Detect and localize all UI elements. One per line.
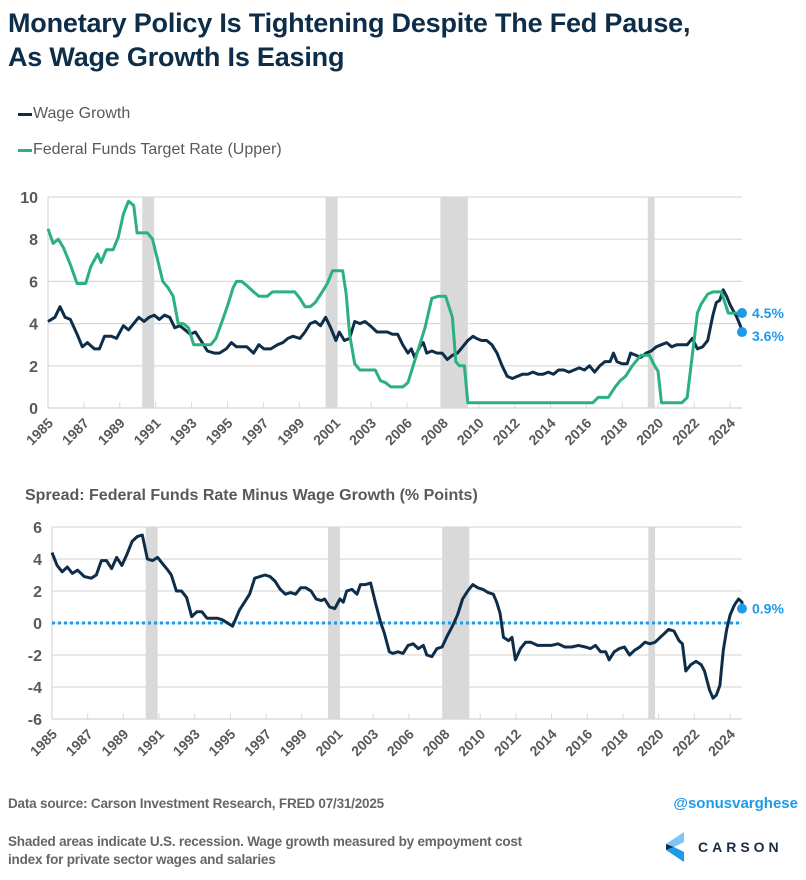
x-tick-label: 2003 [346,415,379,448]
x-tick-label: 1989 [98,726,131,759]
end-point-marker [737,603,747,614]
x-tick-label: 2022 [669,726,702,759]
end-value-label: 3.6% [752,328,784,344]
x-tick-label: 1995 [205,726,238,759]
x-tick-label: 1987 [62,726,95,759]
legend-swatch-wage-growth [18,112,32,116]
x-tick-label: 2008 [419,726,452,759]
x-tick-label: 1991 [134,726,167,759]
end-point-marker [737,327,747,338]
author-handle[interactable]: @sonusvarghese [673,795,798,812]
recession-band [142,197,155,408]
x-tick-label: 1989 [95,415,128,448]
legend-label-fed-funds: Federal Funds Target Rate (Upper) [33,141,282,158]
y-tick-label: 2 [29,359,38,376]
x-tick-label: 2012 [489,415,522,448]
x-tick-label: 2014 [526,726,559,759]
carson-logo-text: CARSON [698,839,783,855]
legend-swatch-fed-funds [18,148,32,152]
x-tick-label: 2016 [561,415,594,448]
end-value-label: 0.9% [752,601,784,617]
x-tick-label: 1993 [166,415,199,448]
x-tick-label: 1991 [130,415,163,448]
x-tick-label: 2001 [312,726,345,759]
x-tick-label: 2010 [454,415,487,448]
y-tick-label: 0 [33,616,42,633]
y-tick-label: -4 [28,680,42,697]
x-tick-label: 1985 [23,415,56,448]
x-tick-label: 2006 [384,726,417,759]
x-tick-label: 1999 [274,415,307,448]
chart-title: Monetary Policy Is Tightening Despite Th… [8,6,806,74]
x-tick-label: 2012 [491,726,524,759]
x-tick-label: 2024 [705,415,738,448]
footnote: Shaded areas indicate U.S. recession. Wa… [8,834,522,867]
y-tick-label: 6 [29,274,38,291]
recession-band [325,197,338,408]
y-tick-label: 10 [20,190,38,207]
x-tick-label: 2001 [310,415,343,448]
recession-band [647,197,655,408]
y-tick-label: 2 [33,584,42,601]
x-tick-label: 2006 [382,415,415,448]
data-source: Data source: Carson Investment Research,… [8,796,384,811]
legend-label-wage-growth: Wage Growth [33,105,131,122]
spread-chart: -6 -4 -2 0 2 4 6 1985 1987 1989 1991 1993 1995 1997 19… [27,520,785,759]
y-tick-label: 0 [29,401,38,418]
title-line-2: As Wage Growth Is Easing [8,42,345,72]
legend-item-wage-growth: Wage Growth [18,105,130,123]
y-tick-label: 8 [29,232,38,249]
y-tick-label: -2 [28,648,42,665]
x-tick-label: 2020 [633,726,666,759]
end-point-marker [737,308,747,319]
carson-logo-icon [666,832,684,862]
x-tick-label: 2010 [455,726,488,759]
title-line-1: Monetary Policy Is Tightening Despite Th… [8,8,691,38]
x-tick-label: 2022 [669,415,702,448]
x-tick-label: 1995 [202,415,235,448]
x-tick-label: 1997 [238,415,271,448]
y-tick-label: 4 [29,317,38,334]
x-tick-label: 2003 [348,726,381,759]
y-tick-label: 4 [33,552,42,569]
legend-item-fed-funds: Federal Funds Target Rate (Upper) [18,141,282,159]
end-value-label: 4.5% [752,305,784,321]
x-tick-label: 2014 [525,415,558,448]
x-tick-label: 2018 [597,415,630,448]
y-tick-label: -6 [28,712,42,729]
x-tick-label: 1993 [170,726,203,759]
y-tick-label: 6 [33,520,42,537]
x-tick-label: 1985 [27,726,60,759]
series-line-federal-funds-target-rate-upper- [46,199,742,405]
spread-chart-title: Spread: Federal Funds Rate Minus Wage Gr… [25,487,478,504]
x-tick-label: 2018 [598,726,631,759]
x-tick-label: 2020 [633,415,666,448]
x-tick-label: 1999 [277,726,310,759]
carson-logo: CARSON [664,832,783,862]
recession-band [440,197,468,408]
x-tick-label: 2016 [562,726,595,759]
x-tick-label: 2008 [418,415,451,448]
x-tick-label: 1997 [241,726,274,759]
x-tick-label: 2024 [705,726,738,759]
x-tick-label: 1987 [59,415,92,448]
series-line-spread [50,533,744,700]
